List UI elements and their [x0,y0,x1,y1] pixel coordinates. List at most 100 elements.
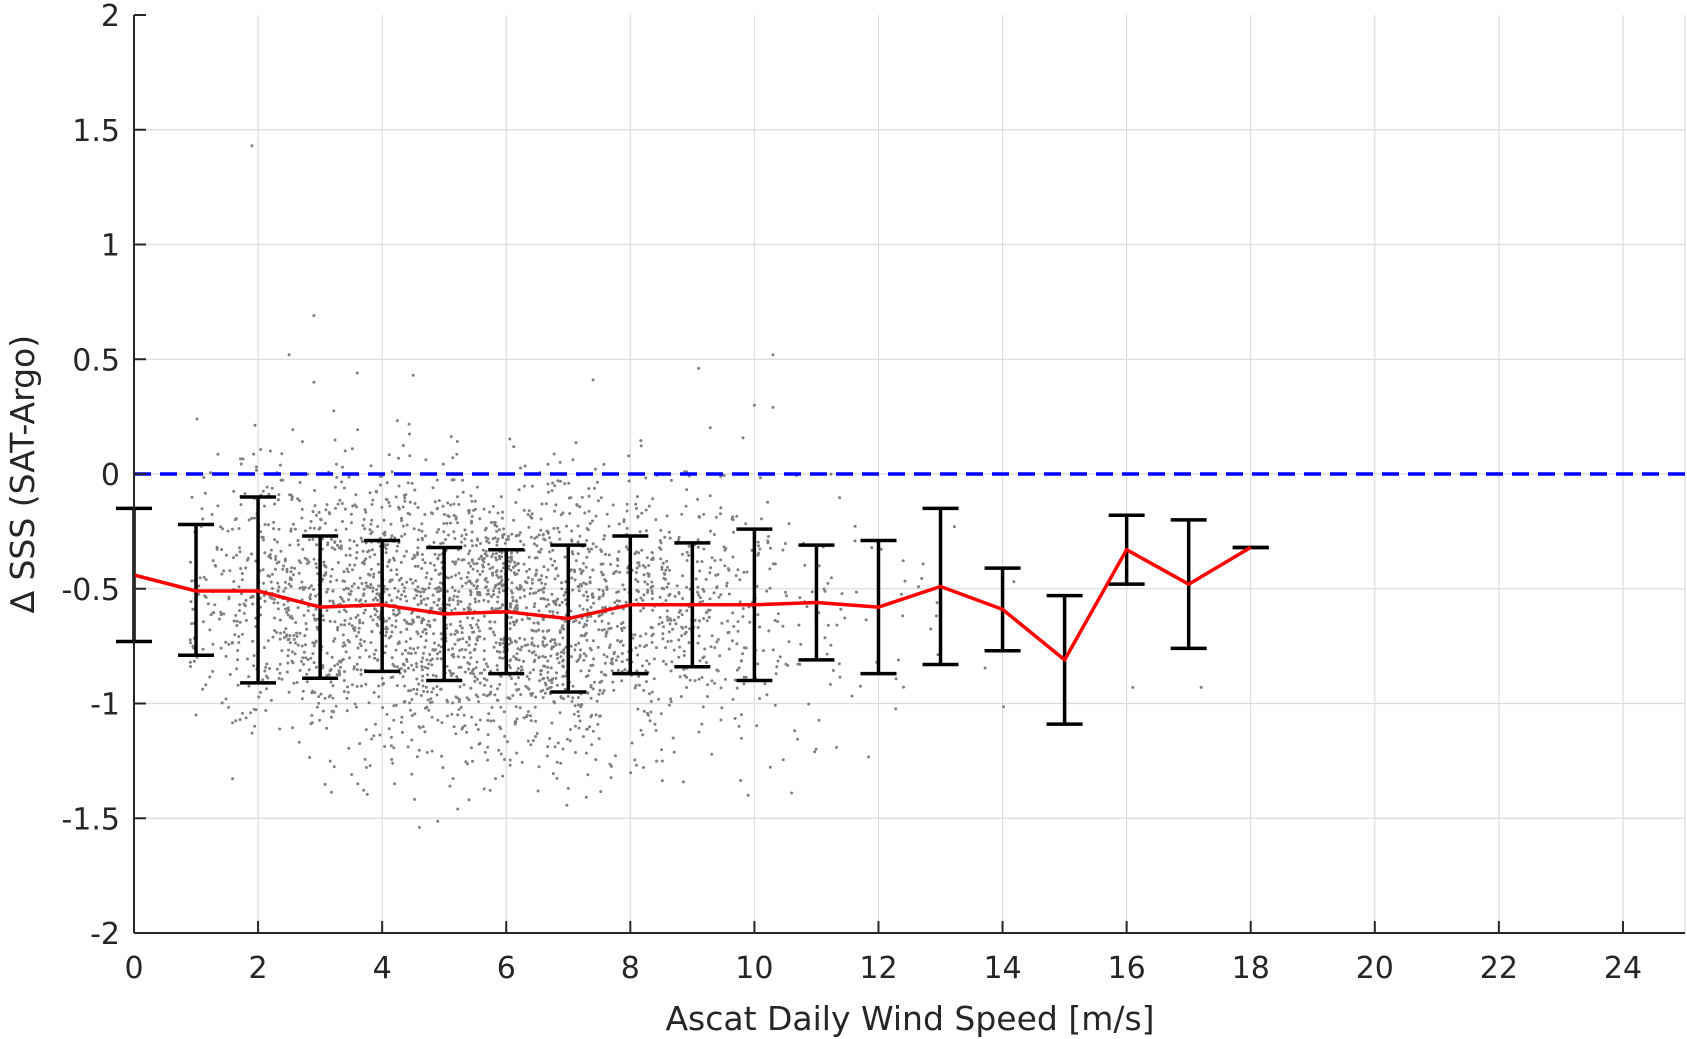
scatter-point [420,619,424,623]
scatter-point [738,600,742,604]
scatter-point [364,510,368,514]
scatter-point [439,632,443,636]
scatter-point [668,536,672,540]
scatter-point [413,712,417,716]
scatter-point [586,773,590,777]
scatter-point [430,749,434,753]
scatter-point [677,655,681,659]
scatter-point [587,509,591,513]
scatter-point [608,762,612,766]
scatter-point [336,502,340,506]
scatter-point [578,567,582,571]
scatter-point [358,618,362,622]
scatter-point [466,762,469,766]
scatter-point [396,544,400,548]
scatter-point [481,548,485,552]
scatter-point [672,750,676,754]
scatter-point [601,573,605,577]
scatter-point [413,588,417,592]
scatter-point [636,515,640,519]
scatter-point [489,627,493,631]
scatter-point [573,704,577,708]
scatter-point [302,662,306,666]
scatter-point [277,493,281,497]
y-tick-label: -2 [90,917,120,952]
scatter-point [460,540,463,544]
scatter-point [901,559,905,563]
scatter-point [710,634,714,638]
scatter-point [589,605,593,609]
scatter-point [355,662,359,666]
scatter-point [720,621,724,625]
scatter-point [438,650,442,654]
scatter-point [545,575,548,579]
scatter-point [495,569,499,573]
scatter-point [659,712,663,716]
scatter-point [508,603,512,607]
scatter-point [201,647,205,651]
scatter-point [424,603,428,607]
scatter-point [710,556,714,560]
scatter-point [591,687,595,691]
scatter-point [687,641,691,645]
scatter-point [416,585,420,589]
scatter-point [685,686,688,689]
scatter-point [294,641,297,645]
scatter-point [348,547,352,551]
scatter-point [268,595,272,599]
scatter-point [495,698,499,702]
scatter-point [552,452,556,456]
scatter-point [529,587,533,591]
scatter-point [417,825,421,829]
scatter-point [273,567,277,571]
scatter-point [508,659,512,663]
scatter-point [296,606,300,610]
scatter-point [683,632,687,636]
scatter-point [478,573,482,576]
scatter-point [359,672,363,676]
scatter-point [448,603,451,607]
scatter-point [547,628,551,632]
scatter-point [470,515,474,518]
scatter-point [405,549,408,553]
scatter-point [314,665,318,669]
scatter-point [829,643,833,647]
scatter-point [395,596,399,599]
scatter-point [342,679,346,682]
scatter-point [421,725,425,729]
scatter-point [467,509,470,513]
scatter-point [680,634,684,638]
scatter-point [235,619,239,623]
scatter-point [477,700,480,704]
scatter-point [561,636,565,640]
scatter-point [385,481,389,485]
scatter-point [420,660,424,664]
scatter-point [556,741,560,745]
scatter-point [290,498,294,501]
scatter-point [188,638,192,642]
scatter-point [539,669,543,673]
scatter-point [602,537,606,541]
scatter-point [275,631,279,634]
scatter-point [514,534,518,538]
scatter-point [285,570,289,574]
scatter-point [546,665,550,669]
scatter-point [605,587,609,591]
scatter-point [431,648,435,652]
scatter-point [344,553,348,557]
scatter-point [683,674,687,677]
scatter-point [439,657,443,661]
scatter-point [442,530,446,534]
scatter-point [776,659,780,663]
scatter-point [189,665,192,668]
scatter-point [447,648,451,652]
scatter-point [758,697,762,700]
scatter-point [403,594,407,598]
scatter-point [227,705,230,709]
scatter-point [805,605,809,609]
scatter-point [530,484,534,488]
scatter-point [642,573,646,577]
scatter-point [415,665,419,669]
scatter-point [558,603,562,607]
scatter-point [515,751,519,755]
